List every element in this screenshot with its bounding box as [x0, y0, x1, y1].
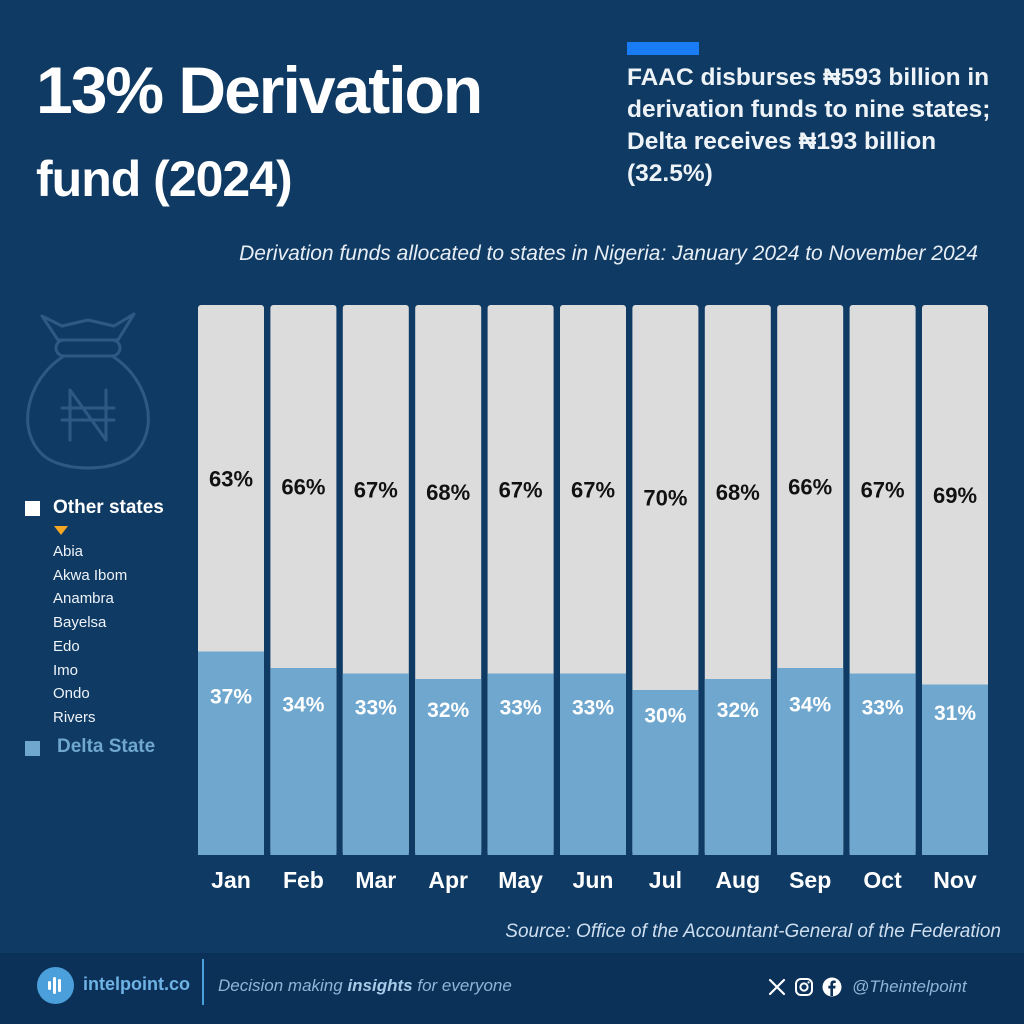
- facebook-icon[interactable]: [822, 977, 842, 997]
- x-tick-label: Aug: [715, 867, 760, 893]
- data-label-delta-state: 37%: [210, 685, 252, 708]
- legend-label-other-states: Other states: [53, 497, 164, 518]
- data-label-delta-state: 34%: [789, 694, 831, 717]
- chart-title: Derivation funds allocated to states in …: [239, 242, 978, 265]
- data-label-other-states: 68%: [716, 480, 760, 505]
- data-label-other-states: 63%: [209, 466, 253, 491]
- bar-delta-state: [415, 679, 482, 855]
- data-label-delta-state: 32%: [427, 699, 469, 722]
- data-label-other-states: 67%: [571, 477, 615, 502]
- x-tick-label: Jul: [649, 867, 682, 893]
- data-label-delta-state: 31%: [934, 702, 976, 725]
- footer: intelpoint.co Decision making insights f…: [0, 953, 1024, 1024]
- x-icon[interactable]: [768, 978, 786, 996]
- data-label-other-states: 69%: [933, 483, 977, 508]
- data-label-delta-state: 33%: [862, 696, 904, 719]
- title-line-1: 13% Derivation: [36, 53, 483, 127]
- social-links: @Theintelpoint: [768, 975, 967, 999]
- data-label-other-states: 67%: [861, 477, 905, 502]
- bar-delta-state: [922, 684, 988, 855]
- logo-text[interactable]: intelpoint.co: [83, 974, 190, 994]
- data-label-other-states: 66%: [281, 475, 325, 500]
- x-tick-label: Feb: [283, 867, 324, 893]
- legend-state: Abia: [53, 543, 84, 560]
- triangle-down-icon: [54, 526, 68, 535]
- headline: FAAC disburses ₦593 billion in derivatio…: [627, 64, 991, 187]
- x-tick-label: Jun: [573, 867, 614, 893]
- legend-state: Ondo: [53, 685, 90, 703]
- legend-state: Edo: [53, 637, 80, 655]
- tagline-bold: insights: [347, 976, 413, 995]
- data-label-delta-state: 33%: [572, 696, 614, 719]
- bar-delta-state: [270, 668, 337, 855]
- bar-delta-state: [342, 673, 409, 855]
- legend-label-delta-state: Delta State: [57, 736, 156, 757]
- x-tick-label: Apr: [428, 867, 468, 893]
- x-tick-label: May: [498, 867, 543, 893]
- intelpoint-logo-icon: [37, 967, 74, 1004]
- bar-delta-state: [198, 651, 264, 855]
- data-label-delta-state: 32%: [717, 699, 759, 722]
- bar-delta-state: [849, 673, 916, 855]
- legend-swatch-delta-state: [25, 741, 40, 756]
- legend-state: Akwa Ibom: [53, 566, 128, 584]
- legend-state: Anambra: [53, 590, 114, 608]
- x-tick-label: Jan: [211, 867, 251, 893]
- data-label-delta-state: 33%: [355, 696, 397, 719]
- x-tick-label: Oct: [863, 867, 902, 893]
- x-tick-label: Nov: [933, 867, 977, 893]
- data-label-other-states: 67%: [499, 477, 543, 502]
- legend-swatch-other-states: [25, 501, 40, 516]
- bar-delta-state: [704, 679, 771, 855]
- data-label-other-states: 70%: [643, 486, 687, 511]
- stacked-bar-chart: 63% 37% Jan 66% 34% Feb 67% 33% Mar 68% 32% Apr 67% 3…: [198, 305, 988, 893]
- legend-state-list: Abia Akwa Ibom Anambra Bayelsa Edo Imo O…: [53, 540, 127, 730]
- legend-state: Bayelsa: [53, 614, 107, 632]
- title-line-2: fund (2024): [36, 151, 293, 207]
- source-note: Source: Office of the Accountant-General…: [505, 921, 1001, 942]
- tagline: Decision making insights for everyone: [218, 976, 512, 996]
- accent-bar: [627, 42, 699, 55]
- naira-money-bag-icon: [26, 312, 150, 470]
- legend-state: Imo: [53, 661, 79, 679]
- bar-delta-state: [777, 668, 844, 855]
- bar-delta-state: [487, 673, 554, 855]
- social-handle[interactable]: @Theintelpoint: [852, 977, 967, 996]
- x-tick-label: Sep: [789, 867, 831, 893]
- x-tick-label: Mar: [355, 867, 396, 893]
- data-label-delta-state: 34%: [282, 694, 324, 717]
- tagline-pre: Decision making: [218, 976, 348, 995]
- data-label-other-states: 66%: [788, 475, 832, 500]
- data-label-other-states: 68%: [426, 480, 470, 505]
- bar-delta-state: [560, 673, 626, 855]
- data-label-delta-state: 30%: [644, 705, 686, 728]
- instagram-icon[interactable]: [794, 977, 814, 997]
- tagline-post: for everyone: [412, 976, 512, 995]
- data-label-other-states: 67%: [354, 477, 398, 502]
- footer-divider: [202, 959, 204, 1005]
- legend-state: Rivers: [53, 708, 96, 726]
- data-label-delta-state: 33%: [500, 696, 542, 719]
- bar-delta-state: [632, 690, 699, 855]
